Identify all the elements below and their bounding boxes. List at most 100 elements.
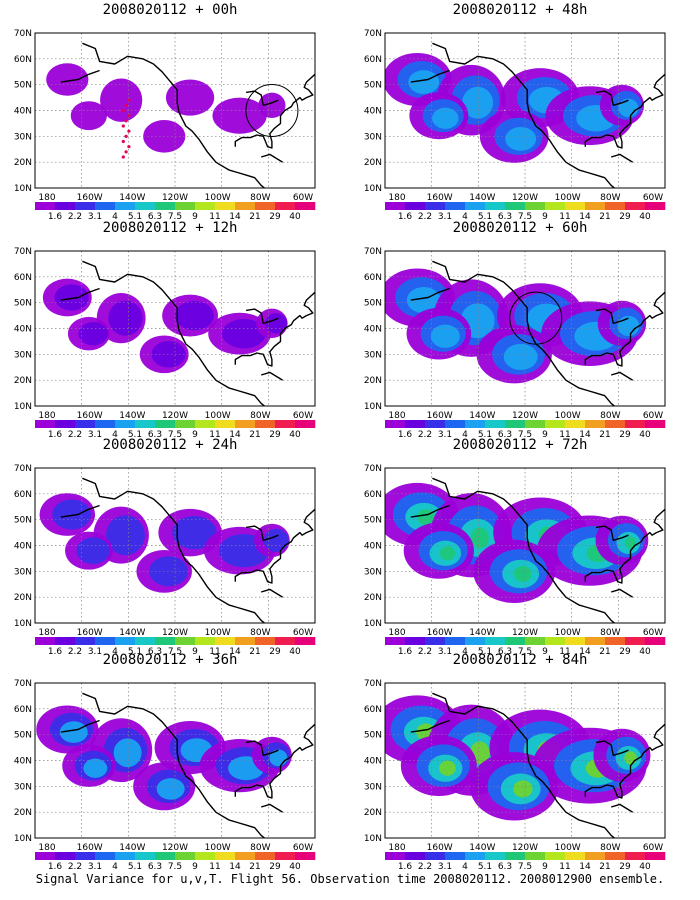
observation-dot xyxy=(124,103,128,107)
colorbar-swatch xyxy=(525,637,546,645)
colorbar-swatch xyxy=(115,637,136,645)
x-tick-label: 100W xyxy=(205,628,231,638)
colorbar-swatch xyxy=(75,420,96,428)
x-tick-label: 80W xyxy=(600,843,620,853)
colorbar-label: 1.6 xyxy=(48,647,63,657)
coastlines xyxy=(410,260,665,406)
colorbar-label: 6.3 xyxy=(498,862,512,872)
colorbar-swatch xyxy=(545,852,566,860)
y-tick-label: 40N xyxy=(364,107,382,117)
colorbar-swatch xyxy=(585,202,606,210)
colorbar-swatch xyxy=(135,852,156,860)
y-tick-label: 50N xyxy=(14,81,32,91)
x-tick-label: 120W xyxy=(162,628,188,638)
coastlines xyxy=(410,477,665,623)
colorbar-swatch xyxy=(275,420,296,428)
y-tick-label: 70N xyxy=(14,679,32,689)
panel-title: 2008020112 + 36h xyxy=(102,652,238,668)
colorbar-swatch xyxy=(505,637,526,645)
x-tick-label: 100W xyxy=(555,411,581,421)
colorbar-label: 21 xyxy=(249,647,260,657)
panel-title: 2008020112 + 72h xyxy=(452,437,588,453)
x-tick-label: 140W xyxy=(469,628,495,638)
colorbar-swatch xyxy=(545,202,566,210)
colorbar-label: 11 xyxy=(209,212,220,222)
colorbar-label: 9 xyxy=(542,647,548,657)
colorbar-swatch xyxy=(295,420,316,428)
colorbar-label: 9 xyxy=(192,647,198,657)
map-plot: 180 160W 140W 120W 100W 80W 60W 10N 20N 30N 40N 50N… xyxy=(14,679,316,872)
colorbar-swatch xyxy=(565,420,586,428)
colorbar-label: 5.1 xyxy=(478,430,492,440)
map-frame xyxy=(34,250,316,407)
y-tick-label: 60N xyxy=(364,55,382,65)
y-tick-label: 20N xyxy=(364,808,382,818)
colorbar-label: 6.3 xyxy=(148,430,162,440)
colorbar-label: 14 xyxy=(579,862,591,872)
colorbar-swatch xyxy=(55,420,76,428)
colorbar: 1.6 2.2 3.1 4 5.1 6.3 7.5 9 11 14 21 29 40 xyxy=(35,420,316,440)
y-tick-label: 40N xyxy=(14,325,32,335)
colorbar-swatch xyxy=(55,852,76,860)
colorbar-swatch xyxy=(585,420,606,428)
colorbar-swatch xyxy=(255,637,276,645)
coastlines xyxy=(60,692,315,838)
x-tick-label: 160W xyxy=(77,628,103,638)
x-tick-label: 80W xyxy=(250,843,270,853)
map-frame xyxy=(384,682,666,839)
colorbar-label: 29 xyxy=(619,212,631,222)
colorbar-swatch xyxy=(195,420,216,428)
colorbar-swatch xyxy=(295,852,316,860)
colorbar-label: 5.1 xyxy=(478,212,492,222)
colorbar-swatch xyxy=(625,852,646,860)
colorbar-swatch xyxy=(255,852,276,860)
colorbar-swatch xyxy=(295,637,316,645)
x-tick-label: 160W xyxy=(77,193,103,203)
colorbar-label: 9 xyxy=(542,862,548,872)
colorbar-swatch xyxy=(195,637,216,645)
y-tick-label: 50N xyxy=(14,299,32,309)
observation-dot xyxy=(121,139,125,144)
y-tick-label: 20N xyxy=(14,376,32,386)
y-tick-label: 70N xyxy=(14,247,32,257)
colorbar-label: 29 xyxy=(269,647,281,657)
colorbar-label: 9 xyxy=(192,862,198,872)
colorbar-swatch xyxy=(235,852,256,860)
x-tick-label: 80W xyxy=(600,193,620,203)
x-tick-label: 100W xyxy=(555,193,581,203)
colorbar-swatch xyxy=(605,202,626,210)
colorbar-label: 5.1 xyxy=(128,862,142,872)
x-tick-label: 140W xyxy=(469,193,495,203)
coastlines xyxy=(410,42,665,188)
colorbar-label: 2.2 xyxy=(418,212,432,222)
x-tick-label: 120W xyxy=(512,411,538,421)
colorbar-label: 21 xyxy=(249,430,260,440)
colorbar-swatch xyxy=(645,852,666,860)
y-tick-label: 30N xyxy=(364,782,382,792)
map-plot: 180 160W 140W 120W 100W 80W 60W 10N 20N 30N 40N 50N… xyxy=(364,247,666,440)
colorbar-label: 7.5 xyxy=(168,647,182,657)
colorbar-swatch xyxy=(565,637,586,645)
y-tick-label: 30N xyxy=(364,132,382,142)
colorbar-swatch xyxy=(465,637,486,645)
colorbar-label: 9 xyxy=(192,212,198,222)
panel-title: 2008020112 + 60h xyxy=(452,220,588,236)
colorbar-swatch xyxy=(485,637,506,645)
colorbar-swatch xyxy=(175,202,196,210)
colorbar-label: 21 xyxy=(599,430,610,440)
x-tick-label: 160W xyxy=(427,411,453,421)
map-plot: 180 160W 140W 120W 100W 80W 60W 10N 20N 30N 40N 50N… xyxy=(364,679,666,872)
colorbar-label: 9 xyxy=(542,430,548,440)
y-tick-label: 40N xyxy=(364,325,382,335)
colorbar-swatch xyxy=(135,202,156,210)
colorbar-swatch xyxy=(175,852,196,860)
y-tick-label: 30N xyxy=(14,782,32,792)
colorbar-label: 1.6 xyxy=(398,212,413,222)
y-tick-label: 70N xyxy=(364,29,382,39)
y-tick-label: 70N xyxy=(14,29,32,39)
colorbar-swatch xyxy=(55,637,76,645)
x-tick-label: 180 xyxy=(388,628,405,638)
colorbar-swatch xyxy=(645,420,666,428)
panel-title: 2008020112 + 24h xyxy=(102,437,238,453)
colorbar-label: 9 xyxy=(542,212,548,222)
